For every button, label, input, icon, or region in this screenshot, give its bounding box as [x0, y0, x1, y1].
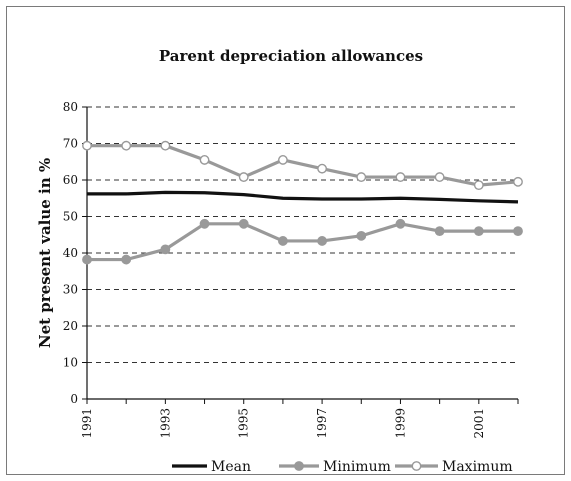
data-point-maximum [121, 140, 132, 151]
series-maximum [82, 140, 523, 191]
data-point-maximum [278, 155, 288, 165]
legend-item-mean: Mean [172, 459, 251, 475]
x-tick-label: 1991 [80, 408, 94, 439]
data-point-maximum [356, 172, 367, 182]
series-layer [82, 140, 523, 265]
data-point-maximum [238, 172, 249, 182]
x-tick-label: 1993 [158, 408, 172, 439]
legend-item-maximum: Maximum [395, 459, 513, 475]
y-tick-label: 0 [70, 392, 78, 406]
data-point-maximum [199, 155, 210, 165]
data-point-minimum [356, 230, 367, 241]
data-point-maximum [434, 172, 445, 182]
legend-marker [411, 461, 422, 471]
y-tick-label: 80 [63, 100, 78, 114]
data-point-maximum [473, 180, 484, 191]
x-tick-label: 1995 [237, 408, 251, 439]
y-tick-label: 70 [63, 137, 78, 151]
data-point-minimum [160, 244, 171, 255]
data-point-minimum [82, 254, 92, 265]
y-tick-label: 10 [63, 356, 78, 370]
axes [82, 106, 519, 404]
data-point-minimum [121, 254, 132, 265]
data-point-maximum [395, 172, 406, 182]
y-tick-label: 40 [63, 246, 78, 260]
series-line-mean [87, 190, 519, 204]
y-axis-label: Net present value in % [36, 158, 54, 348]
y-tick-labels: 0 10 20 30 40 50 60 70 80 [63, 100, 78, 406]
legend-label: Mean [211, 459, 251, 475]
series-minimum [82, 218, 523, 265]
y-tick-label: 50 [63, 210, 78, 224]
legend-marker [294, 461, 304, 471]
data-point-minimum [473, 226, 484, 237]
x-tick-labels: 1991 1993 1995 1997 1999 2001 [80, 408, 486, 439]
series-mean [87, 190, 519, 204]
x-tick-label: 1997 [315, 408, 329, 439]
legend-item-minimum: Minimum [279, 459, 391, 475]
data-point-minimum [434, 226, 445, 237]
x-tick-label: 1999 [393, 408, 407, 439]
legend: Mean Minimum Maximum [172, 459, 513, 475]
chart-title: Parent depreciation allowances [159, 47, 423, 65]
y-tick-label: 30 [63, 283, 78, 297]
legend-label: Minimum [323, 459, 391, 475]
series-line-maximum [87, 144, 519, 187]
series-line-minimum [87, 222, 518, 262]
data-point-minimum [317, 236, 327, 246]
data-point-minimum [238, 218, 249, 229]
data-point-maximum [82, 140, 92, 151]
data-point-minimum [278, 236, 288, 246]
y-tick-label: 20 [63, 319, 78, 333]
legend-label: Maximum [442, 459, 513, 475]
data-point-maximum [160, 140, 171, 151]
data-point-minimum [199, 218, 210, 229]
data-point-minimum [513, 226, 523, 237]
data-point-maximum [513, 176, 523, 187]
data-point-minimum [395, 218, 406, 229]
data-point-maximum [317, 163, 327, 174]
y-tick-label: 60 [63, 173, 78, 187]
x-tick-label: 2001 [472, 408, 486, 439]
